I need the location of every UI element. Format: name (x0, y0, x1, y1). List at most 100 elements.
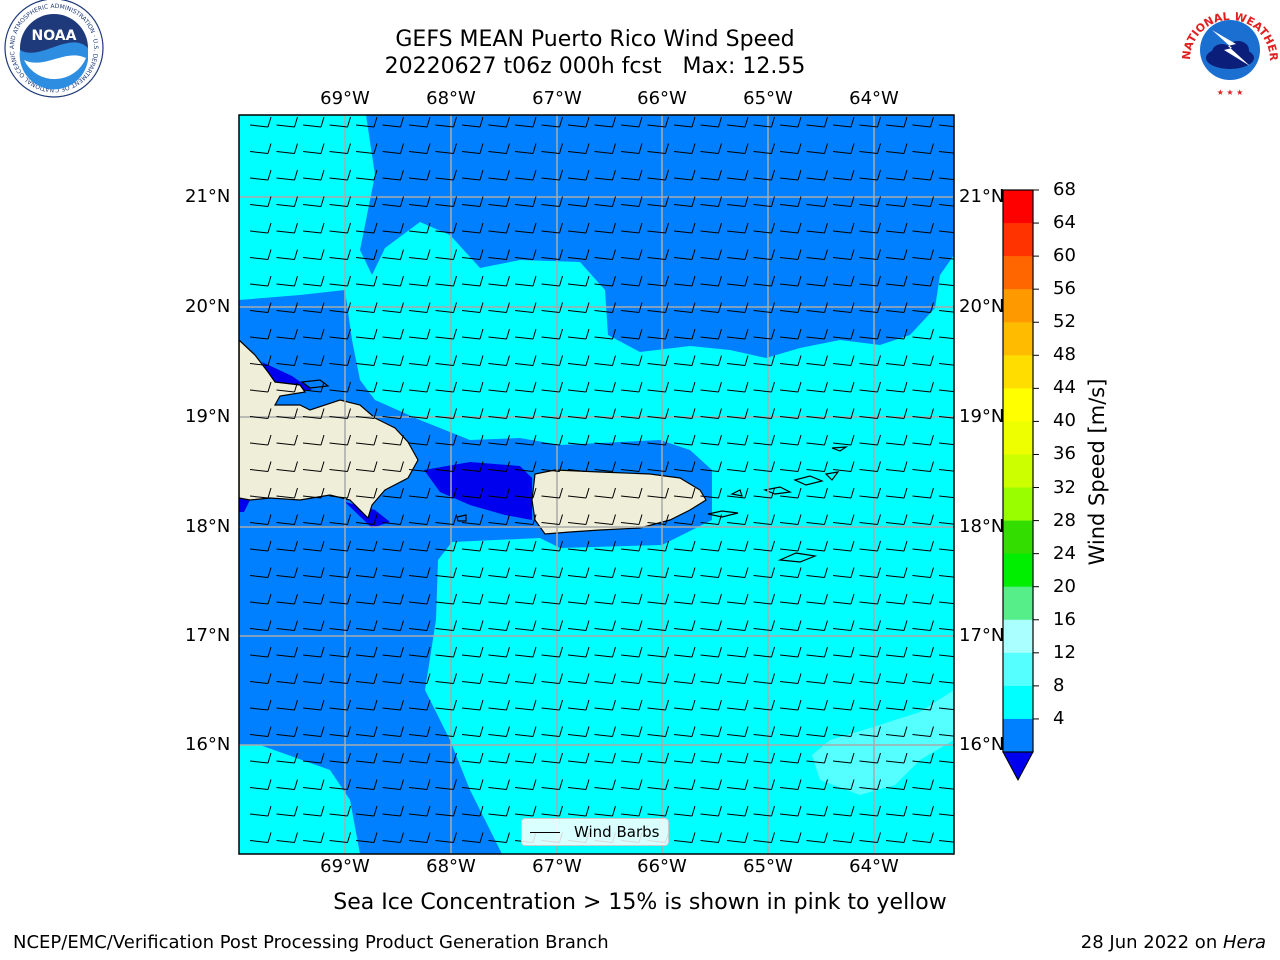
wind-barb (647, 779, 669, 790)
wind-barb (435, 355, 457, 366)
wind-barb (779, 567, 802, 578)
wind-barb (753, 355, 775, 366)
wind-barb (594, 726, 616, 737)
wind-barb (700, 222, 722, 234)
wind-barb (541, 779, 563, 790)
wind-barb (567, 328, 590, 340)
wind-barb (382, 620, 404, 631)
colorbar-cell (1003, 289, 1033, 323)
wind-barb (700, 169, 722, 181)
wind-barb (408, 673, 431, 684)
colorbar-tick-label: 40 (1053, 410, 1076, 432)
wind-barb (408, 487, 431, 499)
wind-barb (912, 832, 934, 843)
colorbar-cell (1003, 256, 1033, 290)
wind-barb (938, 389, 954, 393)
wind-barb (753, 381, 775, 393)
colorbar-tick-label: 64 (1053, 212, 1076, 234)
wind-barb (753, 169, 775, 181)
wind-barb (435, 222, 457, 234)
wind-barb (435, 779, 457, 790)
wind-barb (806, 752, 828, 764)
wind-barb (885, 143, 908, 154)
wind-barb (753, 514, 775, 525)
wind-barb (435, 196, 457, 207)
colorbar-cell (1003, 223, 1033, 257)
wind-barb (567, 143, 590, 154)
colorbar-cell (1003, 355, 1033, 389)
colorbar-tick-label: 32 (1053, 476, 1076, 498)
wind-barb (753, 249, 775, 260)
wind-barb (753, 222, 775, 234)
wind-barb (435, 275, 457, 287)
wind-barb (435, 487, 457, 499)
wind-barb (382, 805, 404, 817)
lat-label-left: 17°N (185, 625, 231, 646)
wind-barb (673, 196, 696, 207)
wind-barb (647, 116, 669, 128)
wind-barb (779, 726, 802, 737)
wind-barb (700, 620, 722, 631)
wind-barb (435, 620, 457, 631)
wind-barb (302, 222, 325, 234)
wind-barb (859, 832, 881, 843)
wind-barb (329, 646, 351, 658)
wind-barb (276, 143, 298, 154)
wind-fill-12-16 (812, 690, 954, 795)
wind-barb (806, 143, 828, 154)
wind-barb (514, 699, 537, 711)
wind-barb (567, 487, 590, 499)
wind-barb (620, 408, 643, 419)
colorbar-tick-label: 68 (1053, 179, 1076, 200)
wind-barb (620, 646, 643, 658)
wind-barb (832, 355, 855, 366)
wind-barb (912, 540, 934, 552)
wind-barb (567, 408, 590, 419)
footer-timestamp: 28 Jun 2022 on Hera (1081, 932, 1266, 953)
wind-barb (647, 514, 669, 525)
wind-barb (753, 408, 775, 419)
wind-barb (620, 196, 643, 207)
wind-barb (276, 752, 298, 764)
wind-barb (514, 302, 537, 313)
wind-barb (567, 196, 590, 207)
wind-barb (567, 355, 590, 366)
wind-barb (700, 699, 722, 711)
wind-barb (700, 832, 722, 843)
wind-barb (541, 249, 563, 260)
wind-barb (329, 143, 351, 154)
wind-barb (938, 151, 954, 154)
wind-barb (435, 514, 457, 525)
wind-barb (806, 832, 828, 843)
wind-barb (488, 805, 510, 817)
wind-barb (647, 249, 669, 260)
wind-barb (806, 275, 828, 287)
wind-barb (620, 381, 643, 393)
wind-barb (885, 593, 908, 605)
wind-barb (912, 328, 934, 340)
wind-barb (806, 302, 828, 313)
wind-barb (620, 302, 643, 313)
wind-barb (541, 593, 563, 605)
wind-barb (779, 355, 802, 366)
wind-barb (700, 302, 722, 313)
wind-barb (859, 567, 881, 578)
wind-barb (514, 461, 537, 472)
wind-barb (408, 620, 431, 631)
wind-barb (594, 275, 616, 287)
wind-barb (832, 249, 855, 260)
wind-barb (647, 567, 669, 578)
wind-barb (700, 381, 722, 393)
wind-barb (859, 673, 881, 684)
lon-label-top: 66°W (637, 88, 687, 109)
wind-barb (832, 567, 855, 578)
wind-barb (329, 381, 351, 393)
wind-barb (249, 593, 272, 605)
wind-barb (541, 699, 563, 711)
wind-barb (673, 328, 696, 340)
wind-barb (276, 567, 298, 578)
wind-barb (355, 567, 378, 578)
wind-barb (726, 514, 749, 525)
wind-barb (594, 620, 616, 631)
wind-barb (726, 779, 749, 790)
